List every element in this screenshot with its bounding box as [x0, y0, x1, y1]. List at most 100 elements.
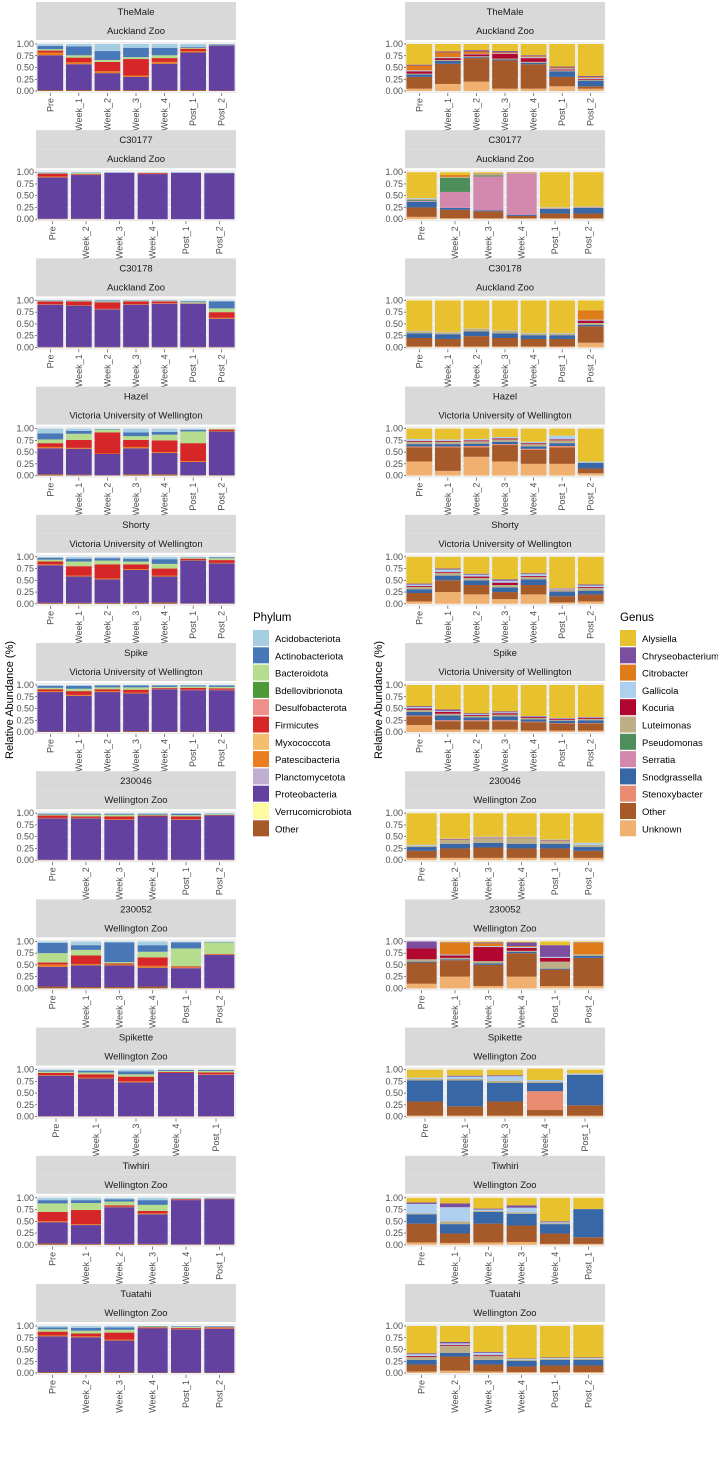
bar-segment-actinobacteriota — [66, 685, 92, 689]
bar-segment-actinobacteriota — [151, 431, 178, 435]
bar-segment-proteobacteria — [104, 1207, 135, 1244]
bar-segment-acidobacteriota — [37, 428, 64, 434]
bar-segment-unknown — [573, 1372, 604, 1373]
x-tick-label: Week_1 — [91, 1124, 101, 1157]
bar-segment-acidobacteriota — [66, 44, 92, 47]
x-tick-label: Week_4 — [540, 1124, 550, 1157]
bar-segment-chryseobacterium — [577, 75, 604, 77]
bar-segment-alysiella — [573, 172, 604, 207]
x-tick-label: Week_2 — [81, 867, 91, 900]
bar-segment-gallicola — [492, 580, 518, 583]
bar-segment-other — [577, 86, 604, 89]
bar-segment-proteobacteria — [171, 172, 201, 220]
facet-right_panel-3: Hazel Victoria University of Wellington 0.… — [385, 386, 605, 515]
x-tick-label: Pre — [414, 739, 424, 753]
y-tick-label: 0.75 — [16, 692, 34, 702]
y-tick-label: 0.00 — [385, 855, 403, 865]
facet-right_panel-10: Tuatahi Wellington Zoo 0.00 0.250.50 0.75 1.0… — [385, 1284, 605, 1413]
bar-segment-acidobacteriota — [78, 1069, 114, 1072]
x-tick-label: Post_1 — [557, 354, 567, 382]
bar-segment-gallicola — [406, 1203, 437, 1214]
bar-segment-proteobacteria — [180, 690, 206, 732]
x-tick-label: Week_4 — [517, 226, 527, 259]
bar-segment-bacteroidota — [71, 814, 101, 817]
legend-label: Stenoxybacter — [642, 790, 703, 801]
bar-segment-other — [66, 90, 92, 91]
bar-segment-pseudomonas — [440, 177, 470, 192]
bar-segment-unknown — [406, 346, 433, 348]
bar-segment-actinobacteriota — [137, 1200, 168, 1205]
bar-segment-kocuria — [406, 585, 433, 587]
bar-segment-unknown — [407, 1115, 443, 1117]
bar-segment-unknown — [463, 456, 490, 476]
bar-segment-unknown — [447, 1115, 483, 1117]
x-tick-label: Pre — [48, 1380, 58, 1394]
bar-segment-snodgrassella — [440, 207, 470, 210]
bar-segment-actinobacteriota — [118, 1071, 154, 1075]
bar-segment-snodgrassella — [463, 443, 490, 446]
bar-segment-alysiella — [406, 685, 433, 707]
bar-segment-firmicutes — [94, 61, 121, 72]
bar-segment-bacteroidota — [71, 1202, 101, 1211]
x-tick-label: Post_2 — [586, 611, 596, 639]
y-tick-label: 1.00 — [16, 295, 34, 305]
legend-swatch-myxococcota — [253, 733, 269, 750]
bar-segment-patescibacteria — [171, 967, 201, 969]
bar-segment-luteimonas — [520, 61, 547, 63]
bar-segment-pseudomonas — [473, 175, 504, 177]
bar-segment-unknown — [473, 857, 504, 861]
legend-label: Kocuria — [642, 703, 675, 714]
bar-segment-alysiella — [520, 428, 547, 442]
facet-right_panel-8: Spikette Wellington Zoo 0.00 0.25 0.50 0.751.… — [385, 1027, 605, 1157]
bar-segment-firmicutes — [180, 558, 206, 561]
bar-segment-other — [549, 76, 575, 87]
bar-segment-alysiella — [407, 1069, 443, 1078]
x-tick-label: Post_1 — [181, 226, 191, 254]
bar-segment-patescibacteria — [94, 71, 121, 74]
y-tick-label: 0.50 — [385, 960, 403, 970]
y-tick-label: 0.75 — [385, 1076, 403, 1086]
bar-segment-proteobacteria — [204, 1199, 235, 1245]
bar-segment-other — [540, 1365, 570, 1373]
y-tick-label: 0.50 — [385, 63, 403, 73]
bar-segment-chryseobacterium — [463, 713, 490, 715]
bar-segment-alysiella — [573, 813, 604, 843]
bar-segment-patescibacteria — [71, 1336, 101, 1338]
facet-strip-location — [36, 533, 236, 553]
x-tick-label: Week_3 — [500, 611, 510, 644]
bar-segment-alysiella — [473, 1326, 504, 1352]
bar-segment-citrobacter — [549, 67, 575, 69]
bar-segment-citrobacter — [435, 52, 461, 58]
facet-right_panel-2: C30178 Auckland Zoo 0.000.25 0.50 0.75 1.00 Pr… — [385, 258, 605, 387]
facet-strip-animal — [405, 2, 605, 21]
x-tick-label: Week_2 — [81, 1380, 91, 1413]
y-tick-label: 1.00 — [16, 680, 34, 690]
x-tick-label: Week_4 — [148, 226, 158, 259]
bar-segment-alysiella — [573, 1197, 604, 1210]
bar-segment-proteobacteria — [151, 303, 178, 347]
bar-segment-actinobacteriota — [37, 45, 64, 50]
bar-segment-luteimonas — [463, 577, 490, 581]
facet-location-label: Wellington Zoo — [473, 1308, 536, 1319]
legend-swatch-other — [253, 820, 269, 837]
bar-segment-firmicutes — [66, 57, 92, 63]
bar-segment-firmicutes — [94, 432, 121, 454]
bar-segment-actinobacteriota — [71, 1327, 101, 1331]
bar-segment-chryseobacterium — [435, 709, 461, 711]
bar-segment-stenoxybacter — [463, 445, 490, 448]
legend-swatch-alysiella — [620, 630, 636, 646]
bar-segment-snodgrassella — [463, 331, 490, 337]
bar-segment-alysiella — [520, 300, 547, 333]
bar-segment-other — [520, 64, 547, 89]
x-tick-label: Pre — [417, 867, 427, 881]
bar-segment-proteobacteria — [137, 1328, 168, 1373]
bar-segment-alysiella — [540, 941, 570, 946]
bar-segment-kocuria — [549, 718, 575, 720]
facet-right_panel-6: 230046 Wellington Zoo 0.00 0.250.50 0.75 1.00… — [385, 771, 605, 900]
bar-segment-luteimonas — [506, 1359, 537, 1361]
x-tick-label: Week_1 — [450, 995, 460, 1028]
bar-segment-bacteroidota — [208, 428, 235, 430]
facet-strip-animal — [405, 130, 605, 150]
bar-segment-luteimonas — [540, 1358, 570, 1360]
facet-location-label: Wellington Zoo — [104, 923, 167, 934]
